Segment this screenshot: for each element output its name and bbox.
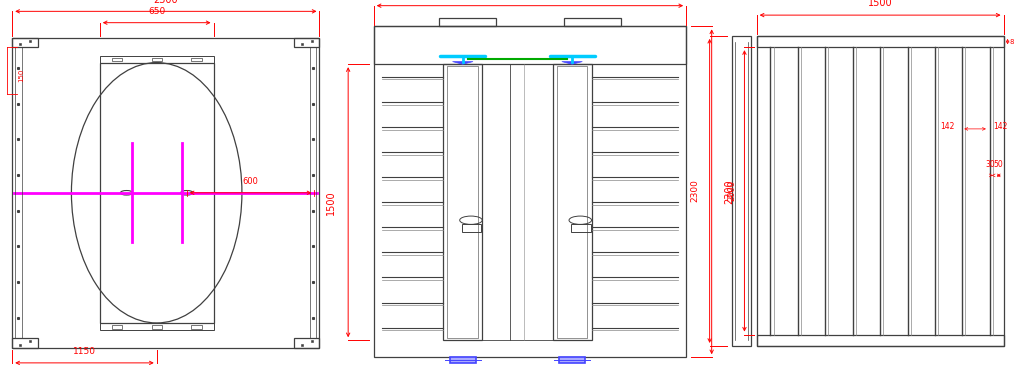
Bar — [12, 38, 38, 47]
Bar — [439, 18, 496, 26]
Text: 50: 50 — [993, 160, 1004, 169]
Bar — [99, 63, 213, 323]
Bar — [374, 26, 686, 357]
Bar — [482, 64, 553, 340]
Text: 1500: 1500 — [326, 190, 336, 215]
Text: 8: 8 — [1010, 39, 1014, 45]
Bar — [553, 64, 592, 340]
Bar — [12, 338, 38, 348]
Bar — [757, 335, 1004, 346]
Text: 2300: 2300 — [724, 180, 734, 204]
Text: 2300: 2300 — [690, 180, 699, 202]
Bar — [99, 323, 213, 330]
Bar — [99, 56, 213, 63]
Bar — [112, 325, 122, 328]
Bar — [757, 36, 1004, 346]
Bar — [294, 338, 319, 348]
Bar — [12, 38, 319, 348]
Text: 150: 150 — [18, 68, 25, 82]
Bar — [152, 325, 162, 328]
Bar — [462, 224, 481, 232]
Bar — [443, 64, 482, 340]
Bar — [447, 66, 478, 338]
Bar — [450, 357, 475, 363]
Text: 1150: 1150 — [73, 347, 96, 356]
Bar — [564, 18, 621, 26]
Bar — [112, 58, 122, 62]
Text: 600: 600 — [243, 177, 258, 186]
Bar — [191, 325, 202, 328]
Text: 30: 30 — [985, 160, 994, 169]
Text: 650: 650 — [148, 7, 165, 16]
Text: 2000: 2000 — [727, 180, 736, 201]
Bar — [732, 36, 751, 346]
Bar — [559, 357, 585, 363]
Bar — [191, 58, 202, 62]
Text: 142: 142 — [993, 122, 1008, 131]
Bar — [374, 26, 686, 64]
Bar — [557, 66, 588, 338]
Bar — [571, 224, 591, 232]
Polygon shape — [562, 62, 583, 64]
Text: 2300: 2300 — [154, 0, 178, 5]
Text: 1500: 1500 — [867, 0, 893, 8]
Bar — [152, 58, 162, 62]
Bar — [757, 36, 1004, 47]
Text: 142: 142 — [940, 122, 954, 131]
Bar — [294, 38, 319, 47]
Polygon shape — [453, 62, 473, 64]
